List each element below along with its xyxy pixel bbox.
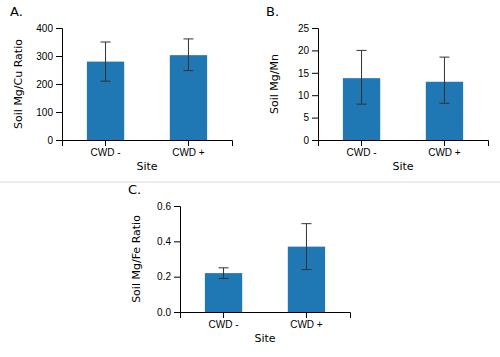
y-tick: 0.2 [157, 271, 180, 282]
x-tick-mark [188, 140, 189, 146]
plot-area [87, 39, 207, 140]
x-tick: CWD - [209, 312, 239, 330]
y-tick-mark [312, 118, 318, 119]
axis-line [312, 29, 319, 141]
x-tick: CWD + [428, 140, 461, 158]
y-axis: 0 100 200 300 400 [36, 23, 62, 146]
y-tick: 15 [298, 68, 318, 79]
y-axis-title: Soil Mg/Cu Ratio [12, 39, 25, 129]
y-tick-mark [312, 73, 318, 74]
x-axis-title: Site [136, 160, 157, 173]
y-tick: 0 [303, 135, 318, 146]
x-tick-mark [306, 312, 307, 318]
axis-line [63, 141, 233, 147]
y-tick-mark [174, 277, 180, 278]
y-tick-label: 0.0 [157, 307, 171, 318]
y-tick: 0 [47, 135, 62, 146]
plot-area [205, 224, 325, 312]
x-axis: CWD - CWD + [181, 312, 351, 330]
x-tick-label: CWD + [290, 319, 323, 330]
y-tick-label: 0 [303, 135, 309, 146]
x-tick-mark [223, 312, 224, 318]
y-tick-mark [56, 140, 62, 141]
y-tick: 0.4 [157, 236, 180, 247]
y-tick: 10 [298, 90, 318, 101]
y-tick-mark [174, 206, 180, 207]
x-tick-label: CWD - [347, 147, 377, 158]
error-bar [301, 224, 311, 270]
y-tick-mark [312, 95, 318, 96]
axis-line [174, 207, 181, 313]
y-tick-mark [56, 84, 62, 85]
x-tick-label: CWD + [428, 147, 461, 158]
y-tick-mark [56, 28, 62, 29]
axis-line [319, 141, 489, 147]
x-tick-label: CWD + [172, 147, 205, 158]
error-bar [183, 39, 193, 71]
y-tick-label: 100 [36, 107, 53, 118]
x-tick: CWD + [290, 312, 323, 330]
y-tick-label: 200 [36, 79, 53, 90]
x-tick: CWD - [347, 140, 377, 158]
y-tick: 20 [298, 45, 318, 56]
y-tick: 0.6 [157, 201, 180, 212]
x-axis-title: Site [392, 160, 413, 173]
y-tick-label: 0.2 [157, 271, 171, 282]
panel: 0 5 10 15 20 25 CWD - CWD + Site Soil Mg/Mn B. [266, 4, 489, 173]
y-tick-label: 400 [36, 23, 53, 34]
y-tick-mark [174, 312, 180, 313]
y-tick-label: 0 [47, 135, 53, 146]
panel: 0.0 0.2 0.4 0.6 CWD - CWD + Site Soil Mg/Fe Rat… [128, 182, 351, 345]
y-tick: 200 [36, 79, 62, 90]
y-tick: 100 [36, 107, 62, 118]
y-tick: 25 [298, 23, 318, 34]
y-tick-label: 0.6 [157, 201, 171, 212]
panel-label: C. [128, 182, 141, 197]
axis-line [181, 313, 351, 319]
y-tick: 5 [303, 112, 318, 123]
error-bar [439, 57, 449, 103]
panel: 0 100 200 300 400 CWD - CWD + Site Soil Mg/Cu Ra… [10, 4, 233, 173]
x-tick-mark [444, 140, 445, 146]
y-tick-mark [174, 241, 180, 242]
y-tick-mark [56, 56, 62, 57]
plot-area [343, 50, 463, 140]
x-tick-label: CWD - [91, 147, 121, 158]
x-tick-mark [361, 140, 362, 146]
panel-label: A. [10, 4, 23, 19]
y-axis-title: Soil Mg/Fe Ratio [130, 215, 143, 303]
x-tick: CWD + [172, 140, 205, 158]
x-tick: CWD - [91, 140, 121, 158]
y-tick-mark [312, 140, 318, 141]
y-tick-label: 15 [298, 68, 310, 79]
y-tick-label: 0.4 [157, 236, 171, 247]
y-axis: 0 5 10 15 20 25 [298, 23, 319, 146]
y-tick-label: 10 [298, 90, 310, 101]
error-bar [219, 268, 229, 279]
x-axis-title: Site [254, 332, 275, 345]
error-bar [357, 50, 367, 104]
y-tick: 0.0 [157, 307, 180, 318]
y-tick-mark [56, 112, 62, 113]
y-tick: 300 [36, 51, 62, 62]
x-axis: CWD - CWD + [63, 140, 233, 158]
x-tick-mark [105, 140, 106, 146]
y-axis-title: Soil Mg/Mn [268, 54, 281, 114]
y-tick-mark [312, 28, 318, 29]
x-axis: CWD - CWD + [319, 140, 489, 158]
axis-line [56, 29, 63, 141]
figure: 0100200300400CWD -CWD +SiteSoil Mg/Cu Ra… [0, 0, 500, 357]
y-tick-label: 20 [298, 45, 310, 56]
y-tick: 400 [36, 23, 62, 34]
y-tick-label: 5 [303, 112, 309, 123]
divider [0, 182, 500, 183]
y-tick-label: 25 [298, 23, 310, 34]
y-tick-label: 300 [36, 51, 53, 62]
error-bar [101, 42, 111, 81]
y-tick-mark [312, 50, 318, 51]
bar [205, 273, 242, 312]
panel-label: B. [266, 4, 279, 19]
y-axis: 0.0 0.2 0.4 0.6 [157, 201, 180, 318]
x-tick-label: CWD - [209, 319, 239, 330]
